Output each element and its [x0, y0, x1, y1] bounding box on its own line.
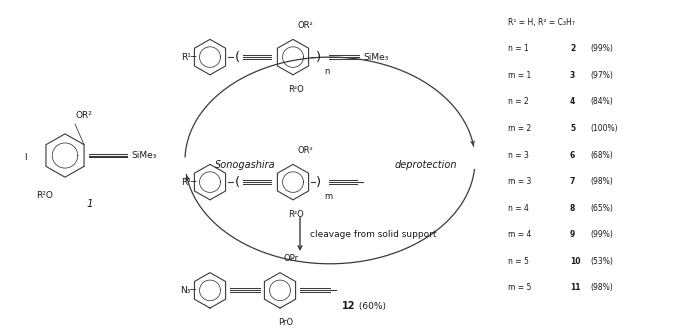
Text: deprotection: deprotection [395, 160, 457, 170]
Text: R²O: R²O [36, 191, 53, 200]
Text: 2: 2 [570, 44, 575, 53]
Text: SiMe₃: SiMe₃ [131, 151, 156, 160]
Text: n = 2: n = 2 [508, 97, 529, 107]
Text: 6: 6 [570, 151, 575, 160]
Text: (99%): (99%) [590, 44, 613, 53]
Text: n = 1: n = 1 [508, 44, 529, 53]
Text: (65%): (65%) [590, 204, 613, 213]
Text: m = 2: m = 2 [508, 124, 532, 133]
Text: (: ( [235, 175, 240, 189]
Text: cleavage from solid support: cleavage from solid support [310, 230, 436, 239]
Text: 7: 7 [570, 177, 575, 186]
Text: m = 3: m = 3 [508, 177, 532, 186]
Text: (60%): (60%) [356, 302, 386, 311]
Text: (84%): (84%) [590, 97, 613, 107]
Text: SiMe₃: SiMe₃ [363, 52, 388, 62]
Text: ): ) [316, 51, 321, 64]
Text: OR²: OR² [298, 21, 314, 30]
Text: (: ( [235, 51, 240, 64]
Text: (98%): (98%) [590, 177, 613, 186]
Text: 12: 12 [342, 301, 356, 311]
Text: (98%): (98%) [590, 283, 613, 293]
Text: m = 4: m = 4 [508, 230, 532, 239]
Text: OPr: OPr [284, 254, 299, 263]
Text: 3: 3 [570, 71, 575, 80]
Text: ): ) [316, 175, 321, 189]
Text: (100%): (100%) [590, 124, 618, 133]
Text: 1: 1 [87, 199, 93, 209]
Text: N₃─: N₃─ [180, 286, 196, 295]
Text: 5: 5 [570, 124, 575, 133]
Text: (53%): (53%) [590, 257, 613, 266]
Text: (68%): (68%) [590, 151, 613, 160]
Text: m: m [324, 192, 332, 201]
Text: m = 5: m = 5 [508, 283, 532, 293]
Text: Sonogashira: Sonogashira [215, 160, 275, 170]
Text: 10: 10 [570, 257, 580, 266]
Text: R¹ = H, R² = C₃H₇: R¹ = H, R² = C₃H₇ [508, 18, 575, 27]
Text: OR²: OR² [298, 146, 314, 154]
Text: R¹─: R¹─ [181, 177, 196, 187]
Text: (99%): (99%) [590, 230, 613, 239]
Text: 9: 9 [570, 230, 575, 239]
Text: 11: 11 [570, 283, 580, 293]
Text: n = 3: n = 3 [508, 151, 529, 160]
Text: 8: 8 [570, 204, 575, 213]
Text: n = 5: n = 5 [508, 257, 529, 266]
Text: n = 4: n = 4 [508, 204, 529, 213]
Text: I: I [25, 153, 27, 162]
Text: R²O: R²O [288, 85, 303, 94]
Text: R¹─: R¹─ [181, 52, 196, 62]
Text: PrO: PrO [278, 318, 293, 327]
Text: (97%): (97%) [590, 71, 613, 80]
Text: m = 1: m = 1 [508, 71, 532, 80]
Text: R²O: R²O [288, 210, 303, 219]
Text: n: n [324, 67, 329, 76]
Text: OR²: OR² [75, 111, 92, 120]
Text: 4: 4 [570, 97, 575, 107]
